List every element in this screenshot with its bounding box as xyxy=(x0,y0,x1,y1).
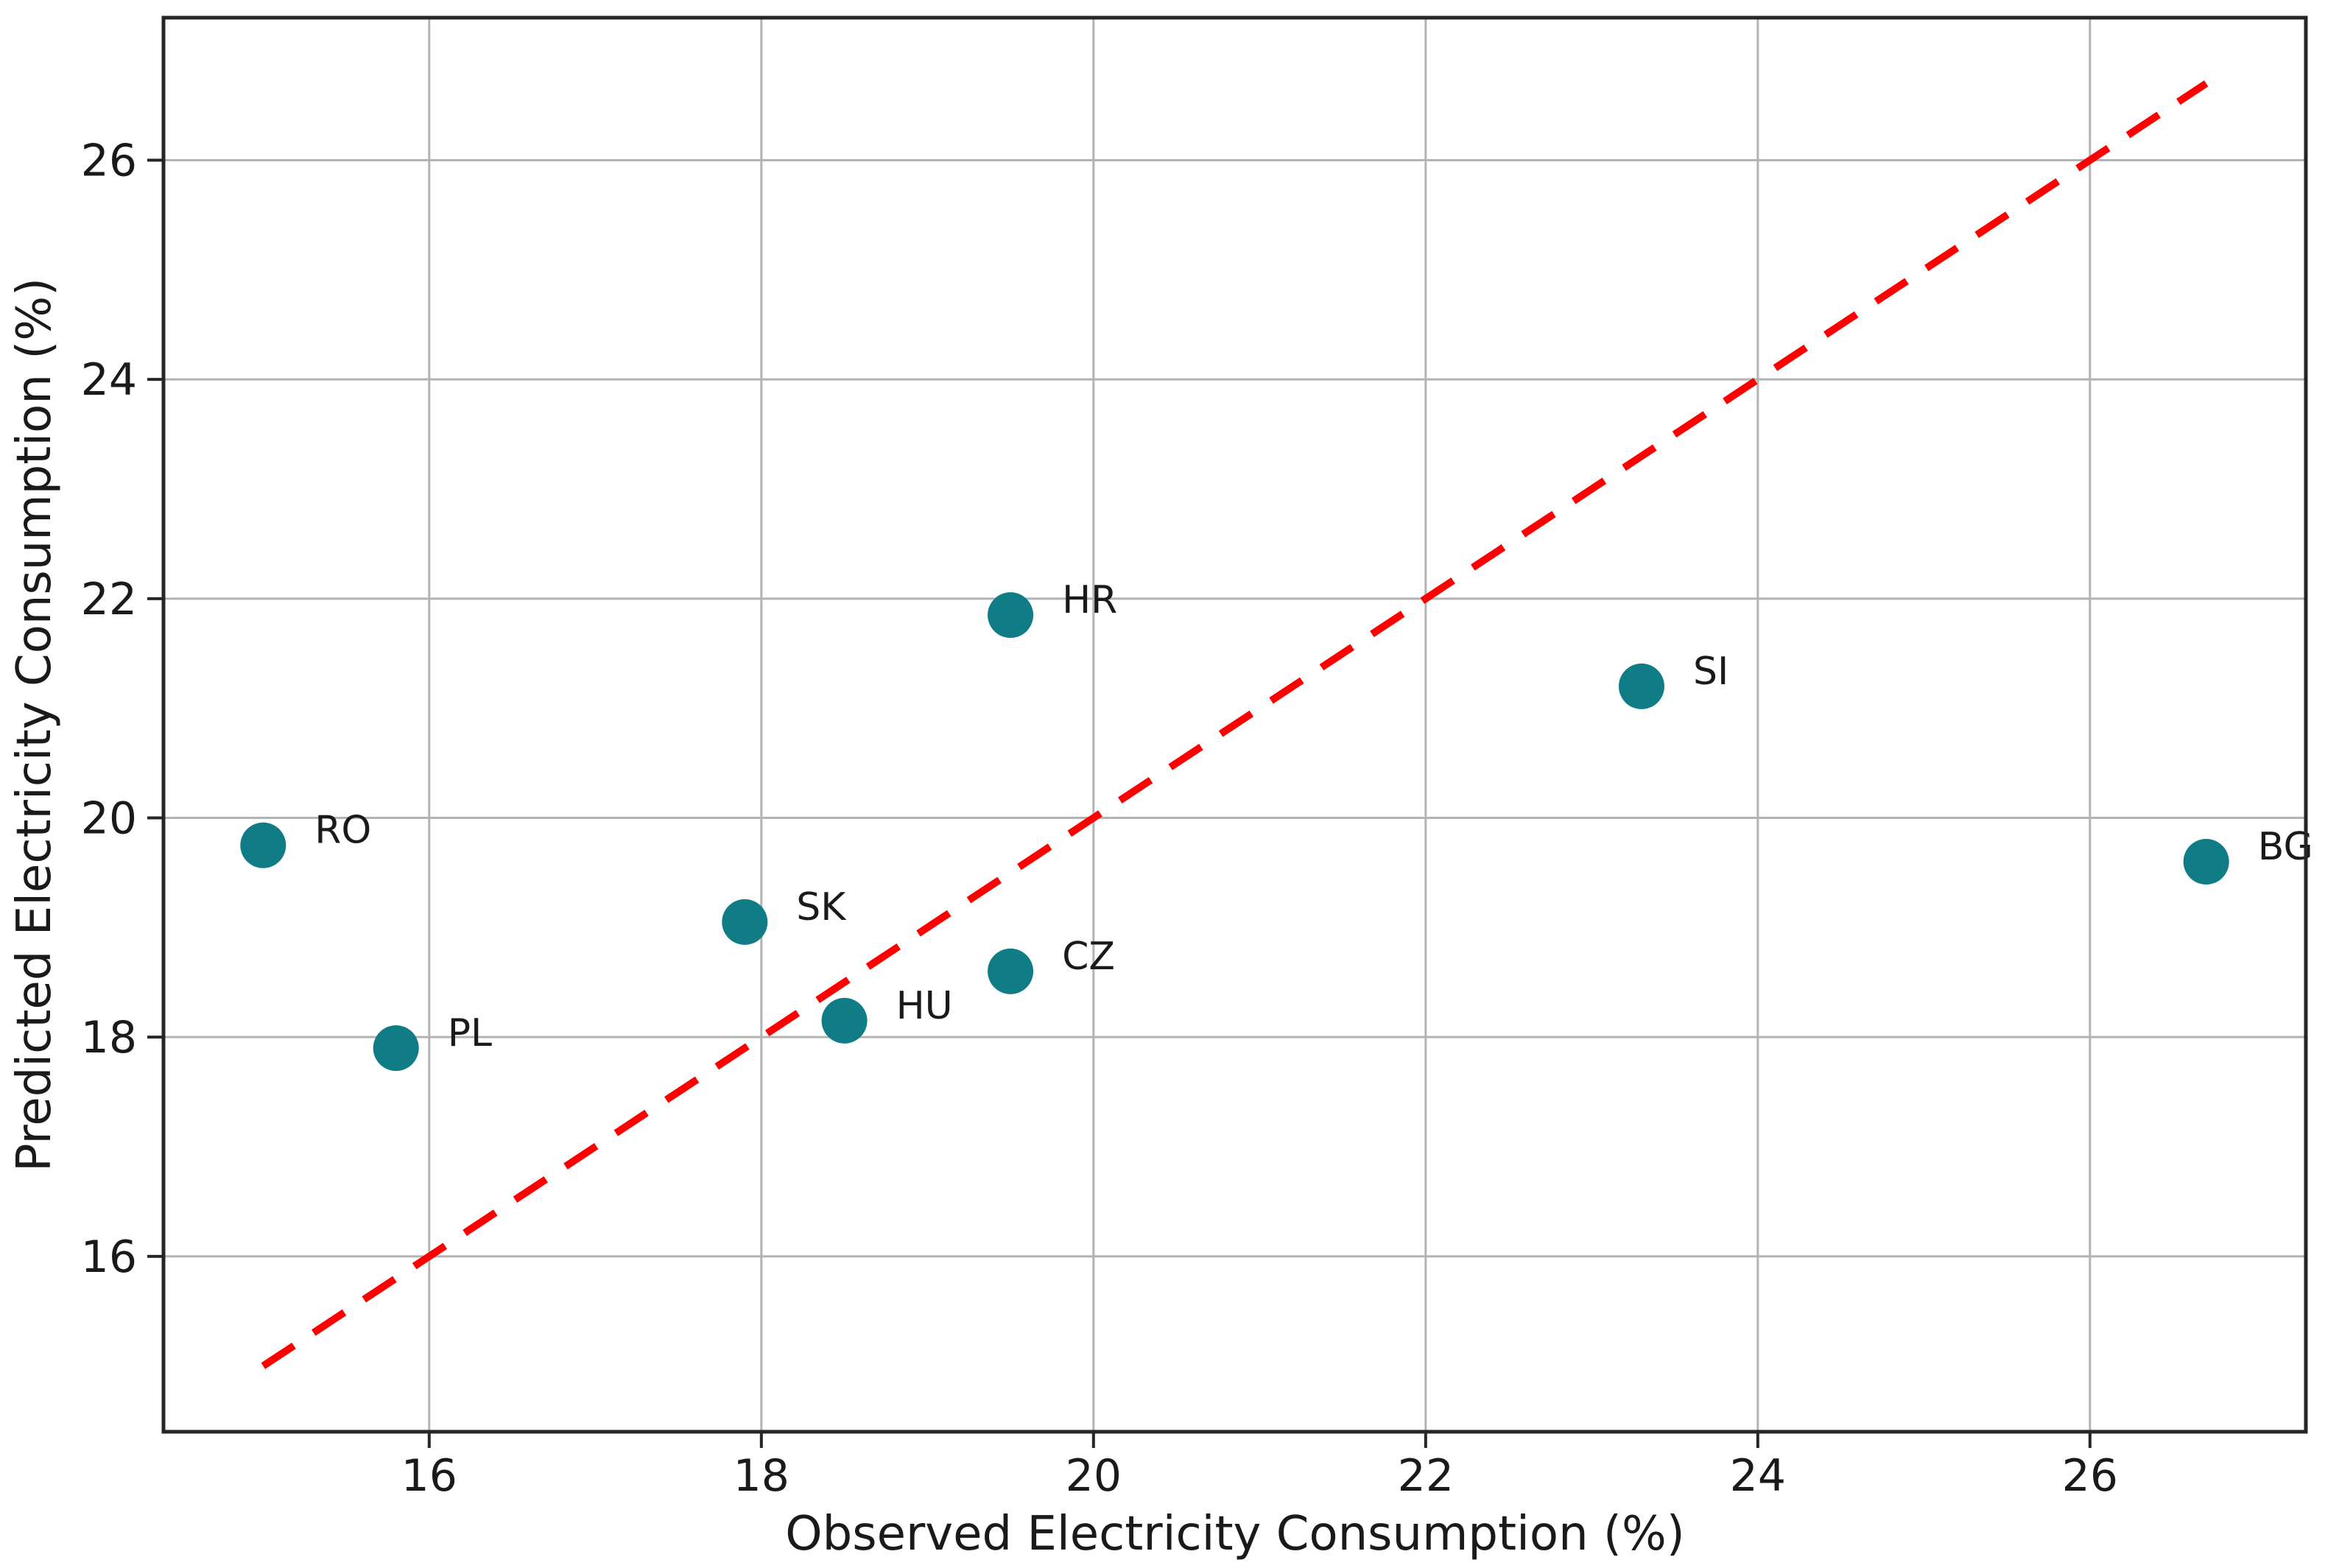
y-tick-label: 24 xyxy=(81,354,137,406)
data-point xyxy=(2183,839,2229,885)
data-point xyxy=(373,1025,419,1072)
point-label: CZ xyxy=(1062,935,1115,979)
y-axis-title: Predicted Electricity Consumption (%) xyxy=(7,278,62,1172)
identity-line-layer xyxy=(261,80,2209,1369)
point-label: BG xyxy=(2258,825,2313,869)
data-point xyxy=(240,822,286,868)
x-axis-title: Observed Electricity Consumption (%) xyxy=(785,1507,1684,1561)
point-label: RO xyxy=(314,809,371,853)
axis-layer: 16 18 20 22 24 26 16 18 20 22 24 26 xyxy=(81,15,2308,1502)
point-label: SK xyxy=(796,885,847,929)
data-point xyxy=(821,997,868,1044)
x-tick-label: 20 xyxy=(1066,1450,1122,1502)
y-tick-label: 16 xyxy=(81,1231,137,1283)
grid-layer xyxy=(163,18,2306,1432)
plot-border xyxy=(161,15,2308,1434)
data-point xyxy=(988,948,1034,994)
x-tick-label: 24 xyxy=(1730,1450,1786,1502)
point-label: PL xyxy=(448,1011,492,1055)
x-tick-label: 26 xyxy=(2062,1450,2118,1502)
x-tick-label: 16 xyxy=(401,1450,457,1502)
point-label: HR xyxy=(1062,578,1117,622)
identity-line xyxy=(261,80,2209,1369)
y-tick-label: 18 xyxy=(81,1012,137,1064)
x-tick-label: 18 xyxy=(734,1450,789,1502)
data-point-layer: RO PL SK HU CZ HR SI BG xyxy=(240,578,2313,1072)
data-point xyxy=(722,899,768,945)
y-tick-label: 20 xyxy=(81,793,137,845)
point-label: SI xyxy=(1693,650,1728,694)
y-tick-label: 26 xyxy=(81,135,137,186)
x-tick-label: 22 xyxy=(1398,1450,1454,1502)
y-tick-label: 22 xyxy=(81,574,137,625)
point-label: HU xyxy=(896,984,953,1028)
data-point xyxy=(988,592,1034,639)
data-point xyxy=(1618,663,1664,709)
